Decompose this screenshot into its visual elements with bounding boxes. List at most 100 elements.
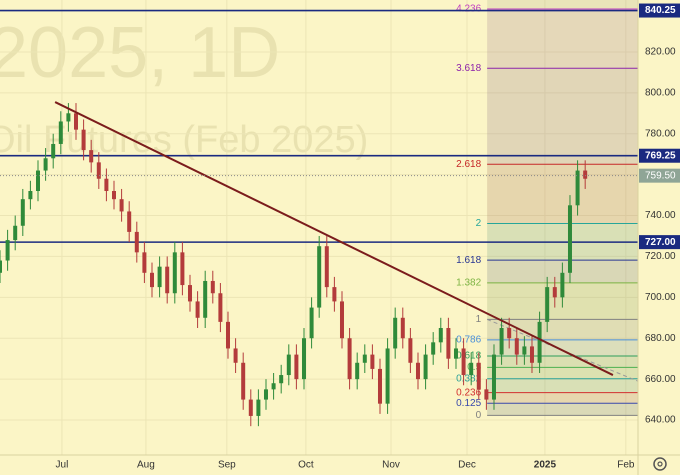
candle-body: [58, 121, 63, 144]
fib-band: [487, 8, 638, 69]
candle-body: [438, 328, 443, 343]
candle-body: [104, 178, 109, 191]
settings-icon[interactable]: [653, 457, 667, 471]
watermark: 2025, 1D: [0, 13, 280, 93]
fib-band: [487, 403, 638, 416]
x-tick-label: Jul: [56, 460, 69, 471]
fib-band: [487, 164, 638, 224]
candle-body: [248, 399, 253, 416]
candle-body: [575, 170, 580, 206]
fib-label: 0.236: [456, 387, 481, 398]
candle-body: [355, 362, 360, 380]
y-tick-label: 740.00: [645, 210, 676, 221]
x-tick-label: Aug: [137, 460, 155, 471]
candle-body: [491, 354, 496, 400]
candle-body: [187, 285, 192, 302]
candle-body: [347, 338, 352, 380]
fib-label: 2.618: [456, 159, 481, 170]
candle-body: [0, 260, 2, 273]
x-tick-label: Dec: [458, 460, 476, 471]
candle-body: [51, 143, 56, 159]
fib-band: [487, 378, 638, 393]
fib-label: 0.382: [456, 373, 481, 384]
candle-body: [499, 328, 504, 355]
candle-body: [583, 170, 588, 179]
fib-region: [487, 0, 638, 416]
fib-band: [487, 356, 638, 368]
candle-body: [529, 346, 534, 363]
y-tick-label: 640.00: [645, 415, 676, 426]
fib-label: 0: [476, 410, 482, 421]
candle-body: [13, 225, 18, 241]
candle-body: [522, 346, 527, 355]
y-tick-label: 680.00: [645, 333, 676, 344]
candle-body: [28, 190, 33, 200]
candle-body: [286, 354, 291, 376]
watermark-subtitle: Oil Futures (Feb 2025): [0, 119, 368, 161]
candle-body: [241, 362, 246, 400]
candle-body: [35, 170, 40, 191]
x-tick-label: Sep: [218, 460, 236, 471]
fib-trend-dashed: [486, 318, 639, 382]
x-tick-label: Nov: [382, 460, 400, 471]
candle-body: [43, 158, 48, 171]
current-price-tag: [639, 168, 680, 183]
fib-band: [487, 339, 638, 357]
candle-body: [96, 162, 101, 179]
candle-body: [400, 317, 405, 339]
candle-body: [89, 150, 94, 163]
price-tag: [639, 235, 680, 250]
price-tag: [639, 3, 680, 18]
candle-body: [263, 389, 268, 400]
candle-body: [507, 328, 512, 339]
candle-body: [339, 301, 344, 339]
y-tick-label: 720.00: [645, 251, 676, 262]
candle-body: [294, 354, 299, 380]
candle-body: [415, 362, 420, 380]
candle-body: [180, 252, 185, 286]
candle-body: [567, 205, 572, 273]
candle-body: [423, 354, 428, 380]
candle-body: [127, 211, 132, 232]
candle-body: [66, 113, 71, 122]
y-tick-label: 820.00: [645, 47, 676, 58]
candle-body: [560, 272, 565, 298]
candle-body: [332, 287, 337, 302]
candle-body: [142, 252, 147, 273]
candle-body: [370, 354, 375, 369]
fib-band: [487, 392, 638, 404]
fib-band: [487, 367, 638, 379]
candle-body: [81, 129, 86, 151]
gear-hub[interactable]: [657, 461, 663, 467]
candle-body: [461, 348, 466, 376]
candle-body: [362, 354, 367, 363]
fib-label: 0.5: [467, 362, 481, 373]
candle-body: [73, 113, 78, 130]
fib-label: 0.786: [456, 335, 481, 346]
candle-body: [256, 399, 261, 416]
candle-body: [225, 321, 230, 349]
gear[interactable]: [653, 457, 667, 471]
candle-body: [453, 348, 458, 359]
plot: 4.236 3.618 2.618 2 1.618 1.382 1 0.786 0.6180.5…: [0, 0, 639, 455]
candle-body: [324, 246, 329, 288]
price-tag: [639, 148, 680, 163]
fib-label: 1.618: [456, 255, 481, 266]
candle-body: [431, 342, 436, 355]
candle-body: [385, 348, 390, 404]
candle-body: [469, 362, 474, 376]
trendline: [54, 101, 614, 376]
x-tick-label: 2025: [534, 460, 557, 471]
candle-body: [476, 362, 481, 390]
current-price-label: 759.50: [645, 170, 676, 181]
y-tick-label: 800.00: [645, 87, 676, 98]
candle-body: [149, 272, 154, 288]
candle-body: [165, 266, 170, 294]
fib-band: [487, 68, 638, 165]
candle-body: [279, 375, 284, 384]
candle-body: [545, 287, 550, 322]
fib-band: [487, 319, 638, 340]
candle-body: [203, 280, 208, 318]
